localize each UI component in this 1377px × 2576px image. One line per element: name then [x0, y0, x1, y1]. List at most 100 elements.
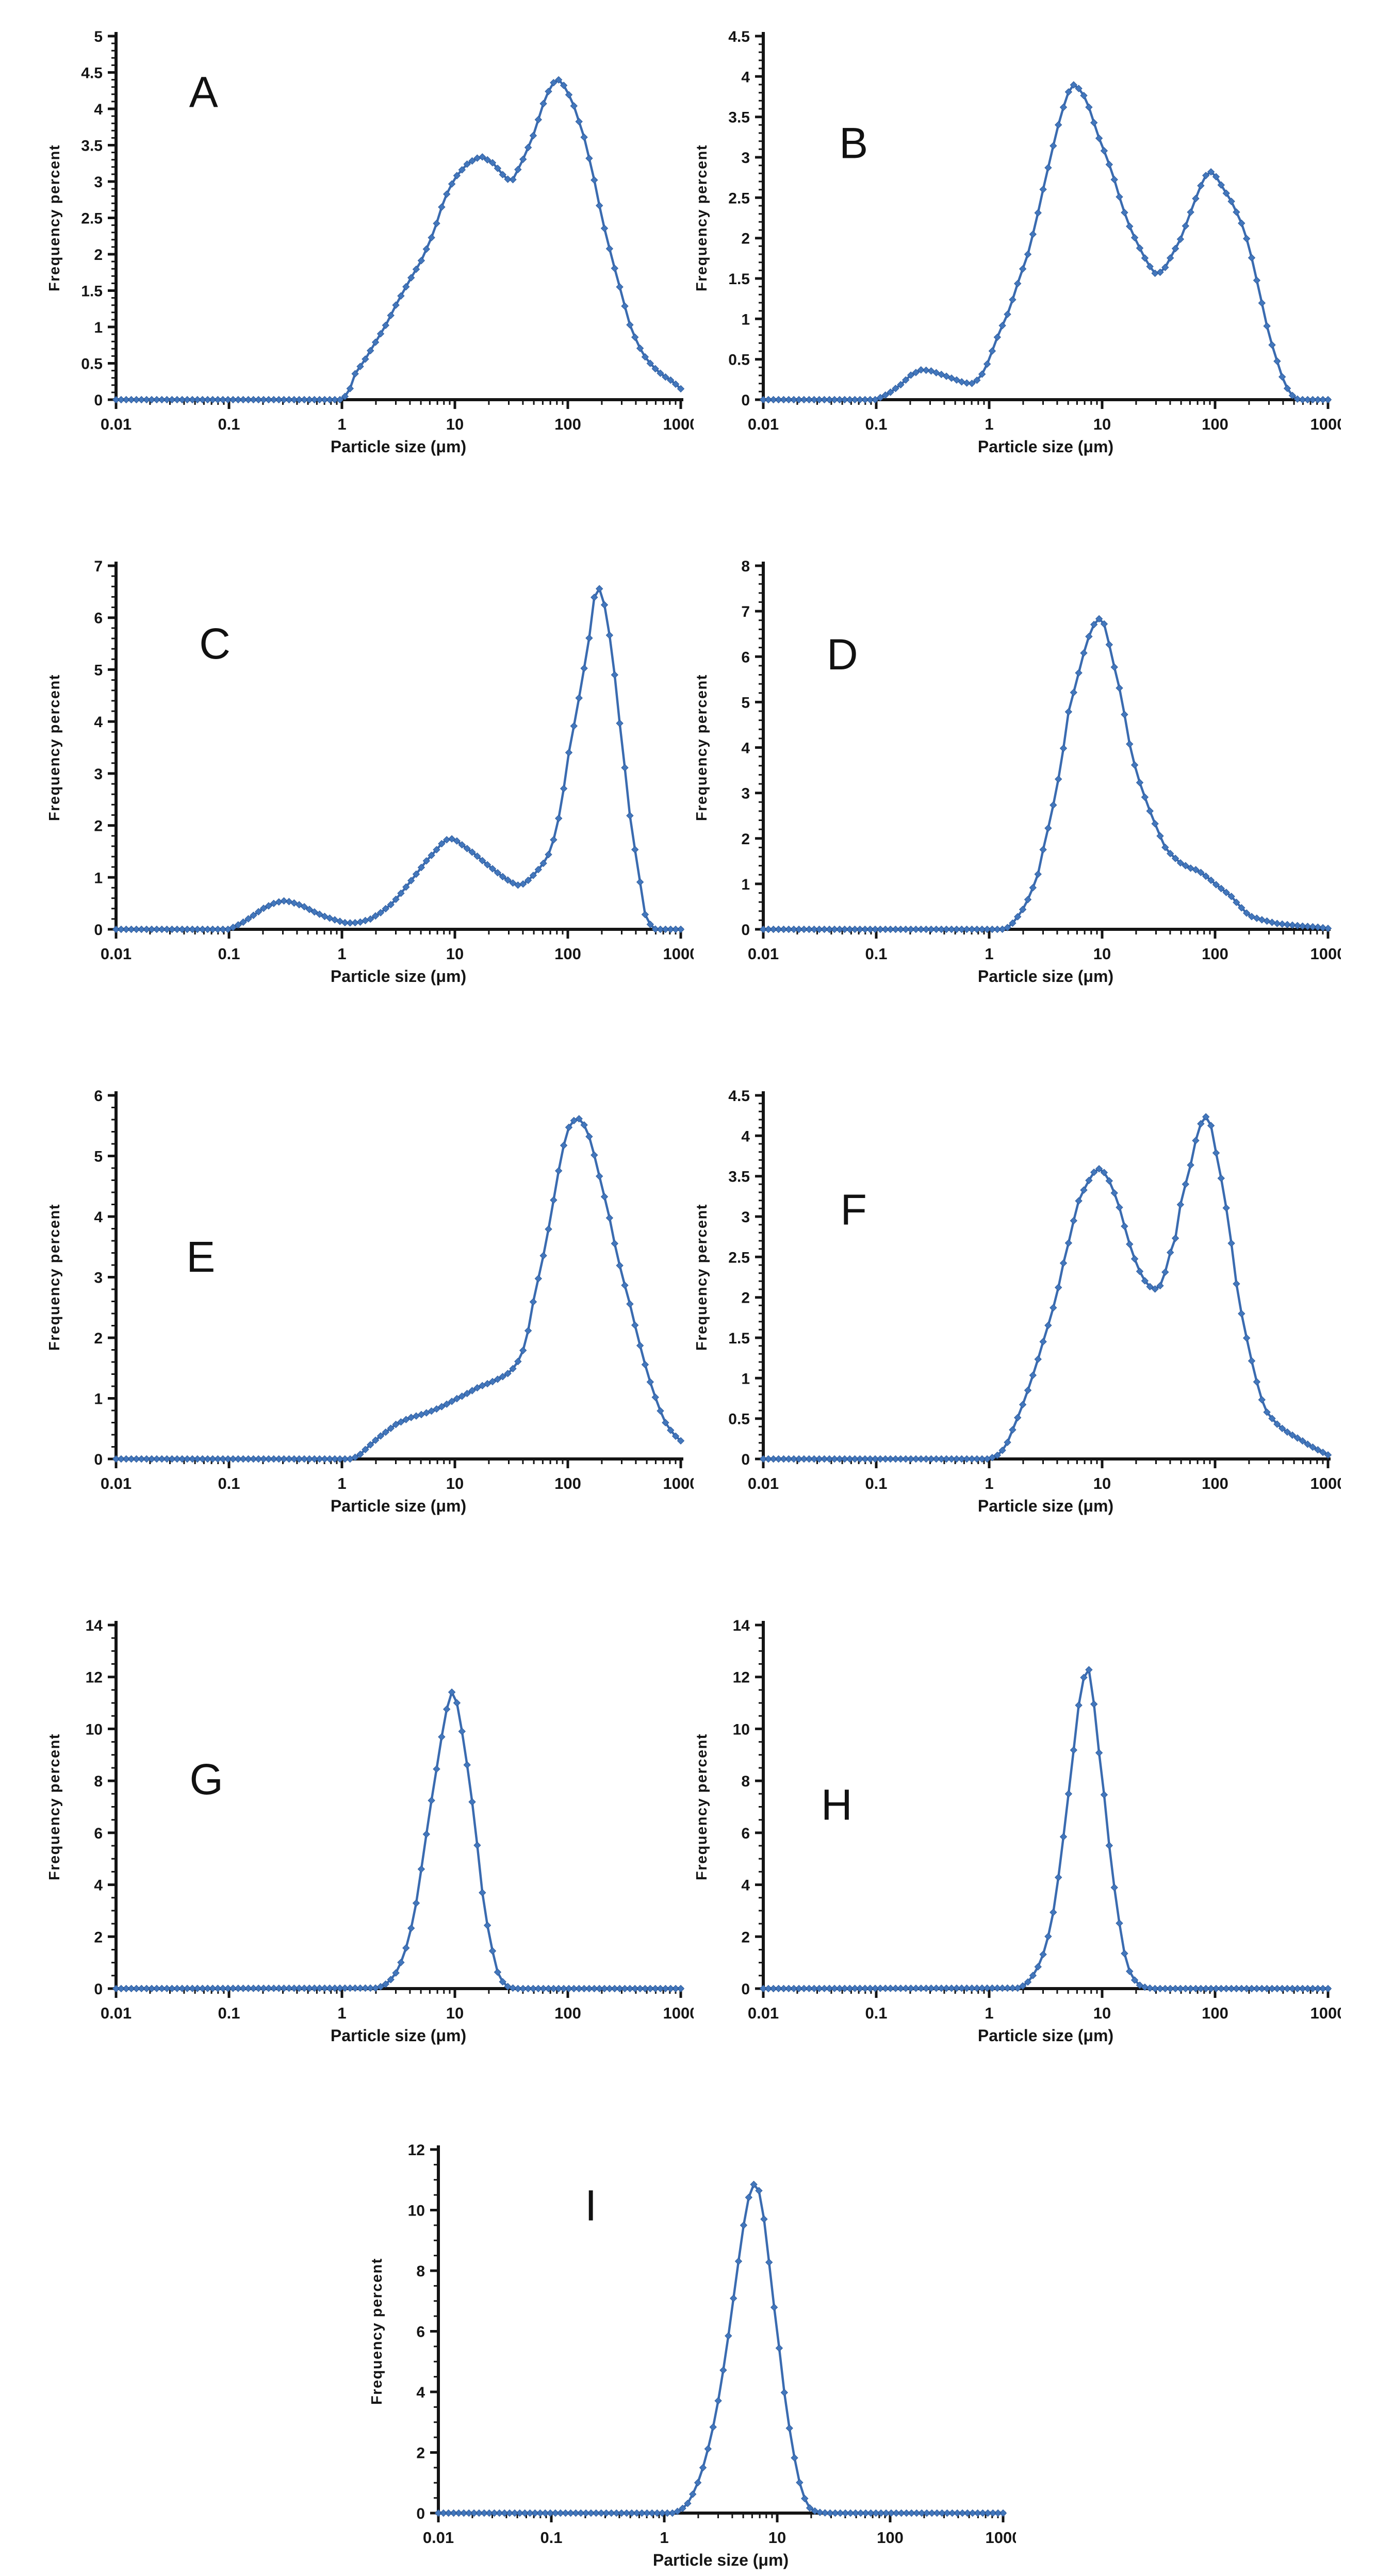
chart-panel-g: 0 2 4 6 8 10 12 14 0.01 0.1 1 10 100 1000 Frequency pe…	[39, 1597, 694, 2050]
x-axis-title: Particle size (μm)	[978, 437, 1113, 456]
y-tick-label: 2	[94, 247, 103, 264]
y-tick-label: 1	[94, 319, 103, 336]
y-tick-label: 12	[408, 2142, 425, 2159]
x-tick-label: 10	[446, 1474, 464, 1492]
y-tick-label: 0	[94, 392, 103, 409]
y-tick-label: 0.5	[81, 356, 103, 373]
x-axis-title: Particle size (μm)	[978, 1497, 1113, 1515]
y-tick-label: 3	[741, 785, 750, 802]
x-tick-label: 1	[985, 415, 993, 433]
minor-ticks	[759, 574, 1324, 934]
major-ticks	[108, 35, 682, 409]
chart-panel-i: 0 2 4 6 8 10 12 0.01 0.1 1 10 100 1000 Frequency perc…	[361, 2121, 1016, 2575]
major-ticks	[755, 564, 1330, 939]
chart-canvas-i: 0 2 4 6 8 10 12 0.01 0.1 1 10 100 1000 Frequency perc…	[369, 2142, 1016, 2569]
y-tick-label: 1	[94, 1391, 103, 1408]
y-tick-label: 4	[94, 714, 103, 731]
x-tick-label: 0.01	[101, 945, 132, 963]
x-axis-title: Particle size (μm)	[653, 2551, 789, 2569]
chart-canvas-b: 0 0.5 1 1.5 2 2.5 3 3.5 4 4.5 0.01 0.1 1 10 100 1000 Fre…	[694, 28, 1341, 456]
y-tick-label: 1	[741, 311, 750, 328]
y-tick-label: 14	[86, 1617, 103, 1634]
x-tick-label: 0.1	[865, 415, 887, 433]
x-tick-label: 1	[660, 2529, 668, 2547]
x-tick-label: 10	[446, 415, 464, 433]
x-tick-label: 0.1	[865, 945, 887, 963]
x-axis-title: Particle size (μm)	[331, 437, 466, 456]
x-axis-title: Particle size (μm)	[331, 1497, 466, 1515]
x-tick-label: 1	[337, 1474, 346, 1492]
y-tick-label: 5	[94, 662, 103, 679]
y-tick-label: 4	[416, 2384, 425, 2401]
chart-canvas-d: 0 1 2 3 4 5 6 7 8 0.01 0.1 1 10 100 1000 Frequency perc…	[694, 558, 1341, 986]
x-axis-title: Particle size (μm)	[331, 2026, 466, 2045]
y-tick-label: 2.5	[81, 210, 103, 227]
x-tick-label: 0.01	[101, 2004, 132, 2022]
y-tick-label: 2	[94, 1330, 103, 1347]
y-tick-label: 10	[408, 2203, 425, 2220]
chart-canvas-g: 0 2 4 6 8 10 12 14 0.01 0.1 1 10 100 1000 Frequency pe…	[46, 1617, 694, 2045]
y-tick-label: 1	[741, 1370, 750, 1387]
y-axis-title: Frequency percent	[46, 674, 63, 821]
y-tick-label: 10	[733, 1721, 750, 1738]
x-tick-label: 1	[985, 945, 993, 963]
y-axis-title: Frequency percent	[694, 1204, 710, 1351]
major-ticks	[108, 564, 682, 939]
data-point-markers	[112, 1115, 685, 1463]
y-tick-label: 2	[741, 231, 750, 248]
y-tick-label: 4.5	[81, 65, 103, 82]
y-tick-label: 4.5	[728, 28, 750, 45]
y-tick-label: 8	[94, 1773, 103, 1790]
y-tick-label: 6	[416, 2324, 425, 2341]
major-ticks	[430, 2148, 1005, 2522]
y-axis-title: Frequency percent	[694, 1733, 710, 1880]
y-tick-label: 3	[94, 1270, 103, 1287]
x-tick-label: 1	[337, 2004, 346, 2022]
y-tick-label: 4	[741, 1877, 750, 1894]
data-point-markers	[112, 76, 685, 404]
panel-letter-e: E	[186, 1233, 215, 1281]
y-tick-label: 8	[741, 558, 750, 575]
x-tick-label: 0.1	[865, 2004, 887, 2022]
x-tick-label: 100	[877, 2529, 904, 2547]
x-tick-label: 1000	[663, 1474, 694, 1492]
y-tick-label: 6	[741, 1825, 750, 1842]
x-tick-label: 0.01	[748, 1474, 779, 1492]
x-tick-label: 10	[1093, 2004, 1111, 2022]
data-point-markers	[759, 81, 1332, 404]
x-tick-label: 1	[337, 945, 346, 963]
x-tick-label: 1000	[663, 415, 694, 433]
x-axis-title: Particle size (μm)	[978, 2026, 1113, 2045]
x-tick-label: 0.1	[865, 1474, 887, 1492]
x-tick-label: 10	[768, 2529, 786, 2547]
y-tick-label: 6	[94, 1088, 103, 1105]
x-tick-label: 1000	[663, 2004, 694, 2022]
y-tick-label: 2	[94, 818, 103, 835]
chart-panel-e: 0 1 2 3 4 5 6 0.01 0.1 1 10 100 1000 Frequency percen…	[39, 1067, 694, 1521]
panel-letter-c: C	[199, 619, 231, 668]
y-tick-label: 4	[741, 1128, 750, 1145]
y-tick-label: 2	[416, 2445, 425, 2462]
y-tick-label: 0	[741, 1981, 750, 1998]
y-tick-label: 8	[741, 1773, 750, 1790]
frequency-series-line	[116, 1118, 682, 1461]
x-tick-label: 0.1	[218, 415, 240, 433]
minor-ticks	[434, 2163, 999, 2518]
major-ticks	[108, 1094, 682, 1468]
x-tick-label: 1000	[1310, 415, 1341, 433]
y-tick-label: 6	[741, 649, 750, 666]
x-tick-label: 1	[337, 415, 346, 433]
panel-letter-d: D	[827, 630, 858, 679]
y-tick-label: 3.5	[728, 109, 750, 126]
y-axis-title: Frequency percent	[369, 2258, 385, 2405]
y-tick-label: 3	[741, 150, 750, 167]
y-tick-label: 0.5	[728, 1411, 750, 1428]
y-tick-label: 5	[741, 694, 750, 711]
chart-canvas-f: 0 0.5 1 1.5 2 2.5 3 3.5 4 4.5 0.01 0.1 1 10 100 1000 Fre…	[694, 1088, 1341, 1515]
y-tick-label: 2	[741, 1929, 750, 1946]
y-axis-title: Frequency percent	[694, 674, 710, 821]
major-ticks	[108, 1623, 682, 1998]
panel-letter-i: I	[585, 2181, 597, 2230]
y-tick-label: 1	[94, 869, 103, 887]
data-point-markers	[759, 1113, 1332, 1463]
